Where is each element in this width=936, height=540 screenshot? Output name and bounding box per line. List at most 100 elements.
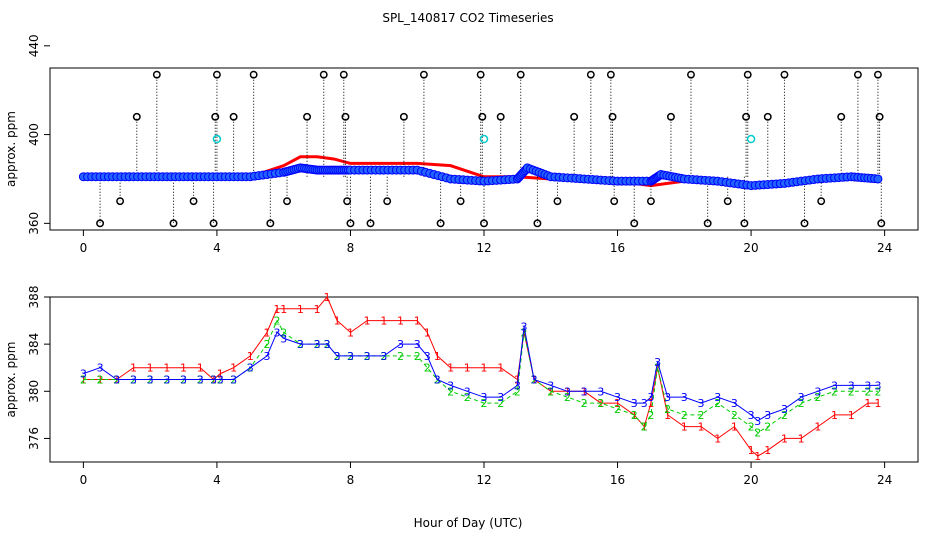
panel1-ylabel-group: approx. ppm xyxy=(4,111,18,187)
panel1-raw-point xyxy=(553,197,562,206)
panel2-series-3-point: 3 xyxy=(831,379,838,392)
panel2-series-2-point: 2 xyxy=(397,350,404,363)
panel1-raw-point xyxy=(249,70,258,79)
panel1-raw-point xyxy=(780,70,789,79)
panel1-ytick-label: 360 xyxy=(27,212,41,235)
panel2-series-3-point: 3 xyxy=(531,374,538,387)
panel2-series-2-point: 2 xyxy=(764,421,771,434)
panel2-series-1-point: 1 xyxy=(297,303,304,316)
panel1-raw-point xyxy=(96,219,105,228)
panel2-series-1-point: 1 xyxy=(130,362,137,375)
x-axis-label: Hour of Day (UTC) xyxy=(414,516,523,530)
panel2-series-2-point: 2 xyxy=(654,362,661,375)
panel2-series-2-point: 2 xyxy=(97,374,104,387)
panel1-raw-point xyxy=(630,219,639,228)
panel1-raw-point xyxy=(478,112,487,121)
panel2-series-3-point: 3 xyxy=(324,338,331,351)
panel2-series-3-point: 3 xyxy=(130,374,137,387)
panel2-xtick-label: 8 xyxy=(347,473,355,487)
panel1-raw-point xyxy=(516,70,525,79)
panel2-series-1-point: 1 xyxy=(754,450,761,463)
panel2-series-1-point: 1 xyxy=(280,303,287,316)
panel1-raw-point xyxy=(800,219,809,228)
panel2-series-1-point: 1 xyxy=(864,397,871,410)
panel2-series-1-point: 1 xyxy=(514,374,521,387)
panel1-raw-point xyxy=(436,219,445,228)
panel2-series-3-point: 3 xyxy=(864,379,871,392)
panel2-series-2-point: 2 xyxy=(631,409,638,422)
panel2-series-3-point: 3 xyxy=(764,409,771,422)
panel2-xtick-label: 4 xyxy=(213,473,221,487)
panel2-series-3-point: 3 xyxy=(514,379,521,392)
panel1-raw-point xyxy=(740,219,749,228)
panel1-raw-point xyxy=(606,70,615,79)
panel2-series-1-point: 1 xyxy=(631,409,638,422)
panel2-series-3-point: 3 xyxy=(274,326,281,339)
panel2-series-3-point: 3 xyxy=(347,350,354,363)
panel2-series-1-point: 1 xyxy=(380,315,387,328)
panel2-ylabel-group: approx. ppm xyxy=(4,342,18,418)
panel2-series-1-point: 1 xyxy=(647,397,654,410)
panel2-series-1-point: 1 xyxy=(781,432,788,445)
panel2-series-3-point: 3 xyxy=(334,350,341,363)
panel2-series-2-point: 2 xyxy=(714,397,721,410)
panel2-series-1-point: 1 xyxy=(614,397,621,410)
panel2-series-1-point: 1 xyxy=(664,409,671,422)
panel2-series-3-point: 3 xyxy=(97,362,104,375)
panel1-blue-point xyxy=(873,174,883,184)
panel2-ytick-label: 384 xyxy=(27,333,41,356)
panel2-series-1-point: 1 xyxy=(314,303,321,316)
panel2-series-1-point: 1 xyxy=(434,350,441,363)
panel1-raw-point xyxy=(419,70,428,79)
panel2-series-2-point: 2 xyxy=(641,421,648,434)
panel1-raw-point xyxy=(873,70,882,79)
panel1-frame xyxy=(49,67,919,231)
panel2-series-3-point: 3 xyxy=(280,332,287,345)
panel2-series-2-point: 2 xyxy=(80,374,87,387)
panel2-series-3-point: 3 xyxy=(481,391,488,404)
panel2-series-1-point: 1 xyxy=(831,409,838,422)
panel2-series-3-point: 3 xyxy=(547,379,554,392)
panel1-raw-point xyxy=(496,112,505,121)
panel1-raw-point xyxy=(608,112,617,121)
panel1-raw-point xyxy=(456,197,465,206)
panel2-series-3-point: 3 xyxy=(781,403,788,416)
panel1-raw-point xyxy=(283,197,291,206)
panel2-series-1-point: 1 xyxy=(397,315,404,328)
panel2-series-3-point: 3 xyxy=(264,350,271,363)
panel1-raw-point xyxy=(383,197,392,206)
panel1-raw-point xyxy=(480,219,488,228)
panel2-series-1-point: 1 xyxy=(197,362,204,375)
panel2-series-1-point: 1 xyxy=(874,397,881,410)
panel1-xtick-label: 16 xyxy=(610,241,625,255)
panel2-series-2-point: 2 xyxy=(274,315,281,328)
panel2-series-1-point: 1 xyxy=(698,421,705,434)
panel2-series-3-point: 3 xyxy=(230,374,237,387)
panel1-ticks: 0 4 8 12 16 20 24 360 400 440 xyxy=(27,34,892,255)
panel2-series-3-point: 3 xyxy=(641,397,648,410)
panel2-series-3-point: 3 xyxy=(754,415,761,428)
panel2-series-1-point: 1 xyxy=(264,326,271,339)
panel2-series-3-point: 3 xyxy=(814,385,821,398)
panel2-series-1-point: 1 xyxy=(481,362,488,375)
panel2-series-3-point: 3 xyxy=(848,379,855,392)
panel1-ylabel: approx. ppm xyxy=(4,111,18,187)
panel2-series-3-point: 3 xyxy=(798,391,805,404)
panel2-series-2-point: 2 xyxy=(514,385,521,398)
panel2-series-1-point: 1 xyxy=(347,326,354,339)
panel1-raw-point xyxy=(853,70,862,79)
panel2-series-3-point: 3 xyxy=(874,379,881,392)
panel1-raw-point xyxy=(212,70,221,79)
panel1-raw-point xyxy=(533,219,542,228)
panel1-raw-point xyxy=(703,219,712,228)
panel2-series-1-point: 1 xyxy=(424,326,431,339)
panel2-series-2-point: 2 xyxy=(547,385,554,398)
panel2-series-3-point: 3 xyxy=(521,320,528,333)
panel2-xtick-label: 24 xyxy=(877,473,892,487)
panel1-raw-point xyxy=(319,70,328,79)
panel2-series-2-point: 2 xyxy=(464,391,471,404)
panel2-series-2-point: 2 xyxy=(664,403,671,416)
chart-title: SPL_140817 CO2 Timeseries xyxy=(382,11,553,25)
panel1-raw-point xyxy=(586,70,595,79)
